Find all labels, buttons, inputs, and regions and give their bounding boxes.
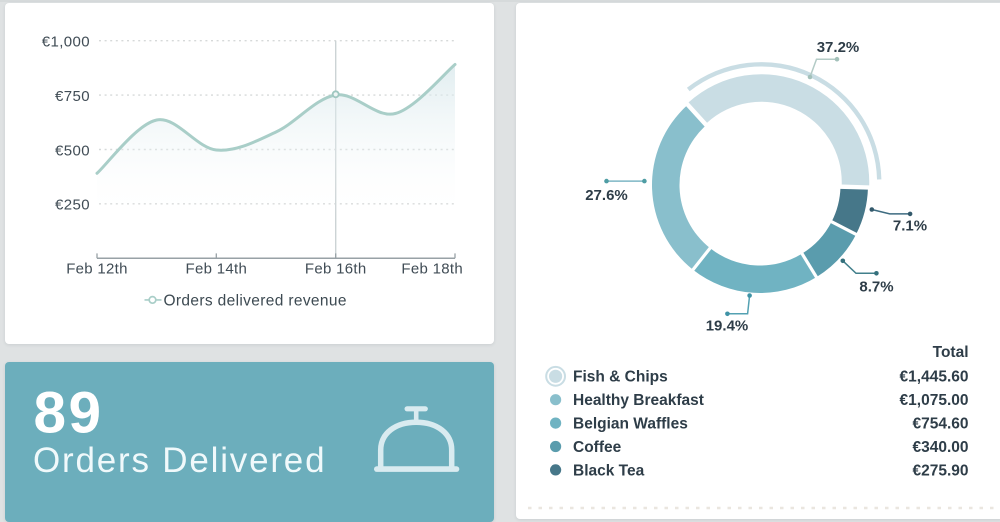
svg-text:8.7%: 8.7% (859, 278, 893, 295)
svg-text:€340.00: €340.00 (912, 439, 968, 456)
svg-text:€754.60: €754.60 (912, 416, 968, 433)
svg-text:Healthy Breakfast: Healthy Breakfast (573, 392, 704, 409)
svg-text:Feb 16th: Feb 16th (305, 261, 367, 278)
svg-text:89: 89 (34, 381, 104, 446)
svg-text:Fish & Chips: Fish & Chips (573, 369, 668, 386)
svg-text:€1,075.00: €1,075.00 (900, 392, 969, 409)
svg-text:Feb 18th: Feb 18th (401, 261, 463, 278)
svg-text:€1,000: €1,000 (42, 34, 90, 51)
svg-text:€750: €750 (55, 88, 90, 105)
svg-text:€500: €500 (55, 142, 90, 159)
svg-text:37.2%: 37.2% (817, 39, 860, 56)
svg-text:Belgian Waffles: Belgian Waffles (573, 416, 688, 433)
svg-text:€250: €250 (55, 197, 90, 214)
svg-text:Feb 12th: Feb 12th (66, 261, 128, 278)
svg-text:Orders Delivered: Orders Delivered (33, 441, 326, 480)
svg-text:Feb 14th: Feb 14th (185, 261, 247, 278)
svg-text:7.1%: 7.1% (893, 217, 927, 234)
svg-text:Orders delivered revenue: Orders delivered revenue (164, 293, 347, 310)
svg-text:19.4%: 19.4% (706, 317, 749, 334)
svg-text:Total: Total (933, 344, 969, 361)
svg-text:Black Tea: Black Tea (573, 462, 645, 479)
svg-text:€1,445.60: €1,445.60 (900, 369, 969, 386)
svg-text:Coffee: Coffee (573, 439, 622, 456)
svg-text:€275.90: €275.90 (912, 462, 968, 479)
svg-text:27.6%: 27.6% (585, 187, 628, 204)
